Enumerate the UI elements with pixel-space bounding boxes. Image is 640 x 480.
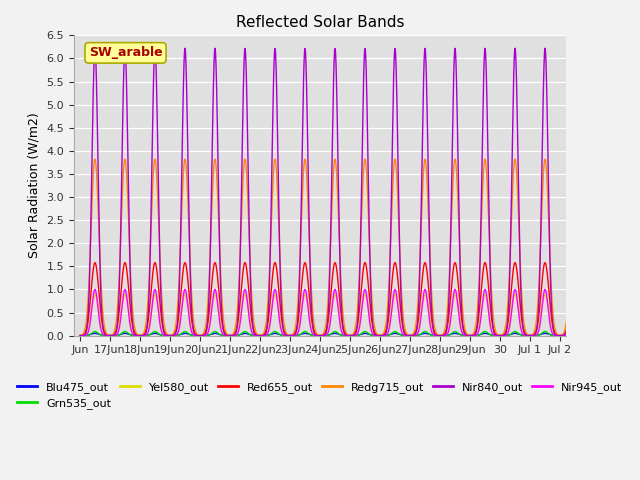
- Line: Yel580_out: Yel580_out: [80, 295, 590, 336]
- Grn535_out: [76, 333, 84, 338]
- Redg715_out: [489, 308, 497, 313]
- Nir945_out: [369, 331, 376, 336]
- Redg715_out: [362, 167, 370, 173]
- Blu475_out: [91, 330, 99, 336]
- Red655_out: [513, 266, 520, 272]
- Text: SW_arable: SW_arable: [89, 47, 163, 60]
- Nir840_out: [513, 89, 520, 95]
- Redg715_out: [272, 163, 280, 169]
- Line: Nir840_out: Nir840_out: [80, 48, 590, 336]
- Nir840_out: [272, 64, 280, 70]
- Blu475_out: [586, 333, 594, 338]
- Redg715_out: [91, 156, 99, 162]
- Blu475_out: [513, 331, 520, 336]
- Nir840_out: [489, 322, 497, 328]
- Nir945_out: [489, 331, 497, 337]
- Red655_out: [489, 323, 497, 328]
- Red655_out: [91, 260, 99, 265]
- Line: Redg715_out: Redg715_out: [80, 159, 590, 336]
- Grn535_out: [272, 329, 280, 335]
- Blu475_out: [362, 331, 370, 336]
- Nir840_out: [76, 333, 84, 338]
- Blu475_out: [489, 333, 497, 338]
- Yel580_out: [489, 327, 497, 333]
- Nir945_out: [91, 287, 99, 292]
- Yel580_out: [369, 327, 376, 333]
- Red655_out: [246, 299, 253, 305]
- Redg715_out: [513, 172, 520, 178]
- Redg715_out: [369, 307, 376, 312]
- Yel580_out: [272, 294, 280, 300]
- Line: Red655_out: Red655_out: [80, 263, 590, 336]
- Redg715_out: [246, 251, 253, 257]
- Blu475_out: [272, 331, 280, 336]
- Nir945_out: [272, 289, 280, 295]
- Nir945_out: [76, 333, 84, 338]
- Blu475_out: [76, 333, 84, 338]
- Yel580_out: [362, 295, 370, 300]
- Line: Blu475_out: Blu475_out: [80, 333, 590, 336]
- Nir840_out: [369, 322, 376, 327]
- Nir840_out: [362, 75, 370, 81]
- Grn535_out: [586, 333, 594, 338]
- Red655_out: [586, 333, 594, 338]
- Nir945_out: [513, 293, 520, 299]
- Grn535_out: [91, 329, 99, 335]
- Grn535_out: [362, 329, 370, 335]
- Nir945_out: [246, 320, 253, 326]
- Grn535_out: [489, 333, 497, 338]
- Nir840_out: [91, 46, 99, 51]
- Yel580_out: [513, 296, 520, 301]
- Redg715_out: [76, 333, 84, 338]
- Redg715_out: [586, 333, 594, 338]
- Nir840_out: [586, 333, 594, 338]
- Nir945_out: [586, 333, 594, 338]
- Red655_out: [76, 333, 84, 338]
- Yel580_out: [91, 292, 99, 298]
- Blu475_out: [246, 332, 253, 337]
- Yel580_out: [586, 333, 594, 338]
- Title: Reflected Solar Bands: Reflected Solar Bands: [236, 15, 404, 30]
- Grn535_out: [513, 329, 520, 335]
- Blu475_out: [369, 333, 376, 338]
- Legend: Blu475_out, Grn535_out, Yel580_out, Red655_out, Redg715_out, Nir840_out, Nir945_: Blu475_out, Grn535_out, Yel580_out, Red6…: [13, 377, 627, 413]
- Grn535_out: [246, 332, 253, 337]
- Line: Grn535_out: Grn535_out: [80, 332, 590, 336]
- Red655_out: [362, 264, 370, 270]
- Y-axis label: Solar Radiation (W/m2): Solar Radiation (W/m2): [28, 113, 41, 258]
- Nir840_out: [246, 254, 253, 260]
- Yel580_out: [246, 314, 253, 320]
- Grn535_out: [369, 333, 376, 338]
- Red655_out: [272, 263, 280, 268]
- Line: Nir945_out: Nir945_out: [80, 289, 590, 336]
- Nir945_out: [362, 291, 370, 297]
- Red655_out: [369, 322, 376, 328]
- Yel580_out: [76, 333, 84, 338]
